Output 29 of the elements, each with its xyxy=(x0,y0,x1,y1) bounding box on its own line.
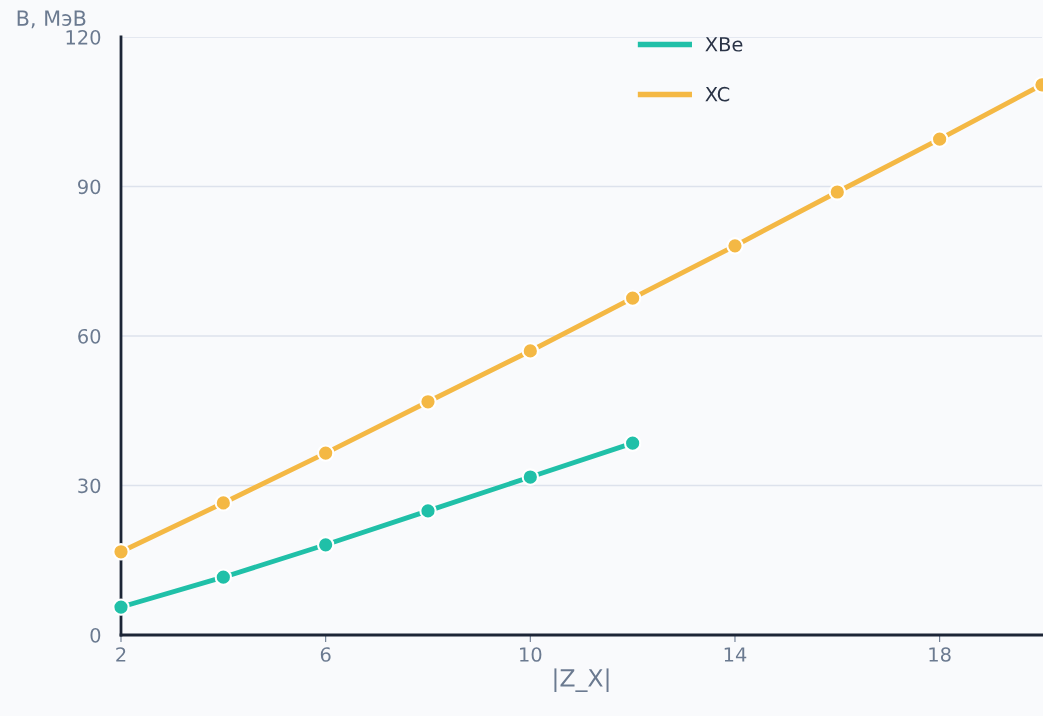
point xyxy=(316,536,335,554)
y-tick-label: 120 xyxy=(66,29,101,45)
point xyxy=(726,237,744,255)
point xyxy=(521,342,539,360)
point xyxy=(521,468,539,486)
x-axis-title: |Z_X| xyxy=(554,668,609,693)
y-tick-label: 60 xyxy=(78,328,101,344)
point xyxy=(316,444,335,462)
y-tick-label: 30 xyxy=(78,478,101,494)
x-tick-label: 6 xyxy=(320,647,331,662)
point xyxy=(828,183,846,201)
point xyxy=(214,494,233,512)
y-axis-title: B, МэВ xyxy=(17,10,86,29)
point xyxy=(623,434,642,452)
x-tick-label: 14 xyxy=(724,647,747,662)
y-tick-label: 0 xyxy=(90,627,101,643)
legend-label: XC xyxy=(705,86,730,102)
legend-label: XBe xyxy=(705,37,743,52)
point xyxy=(214,568,233,586)
point xyxy=(419,393,437,411)
point xyxy=(112,598,130,616)
x-tick-label: 10 xyxy=(520,647,542,662)
point xyxy=(930,130,949,148)
x-tick-label: 2 xyxy=(116,647,126,662)
point xyxy=(623,289,642,307)
point xyxy=(112,543,130,561)
point xyxy=(419,502,437,520)
y-tick-label: 90 xyxy=(78,179,101,195)
x-tick-label: 18 xyxy=(929,647,951,662)
